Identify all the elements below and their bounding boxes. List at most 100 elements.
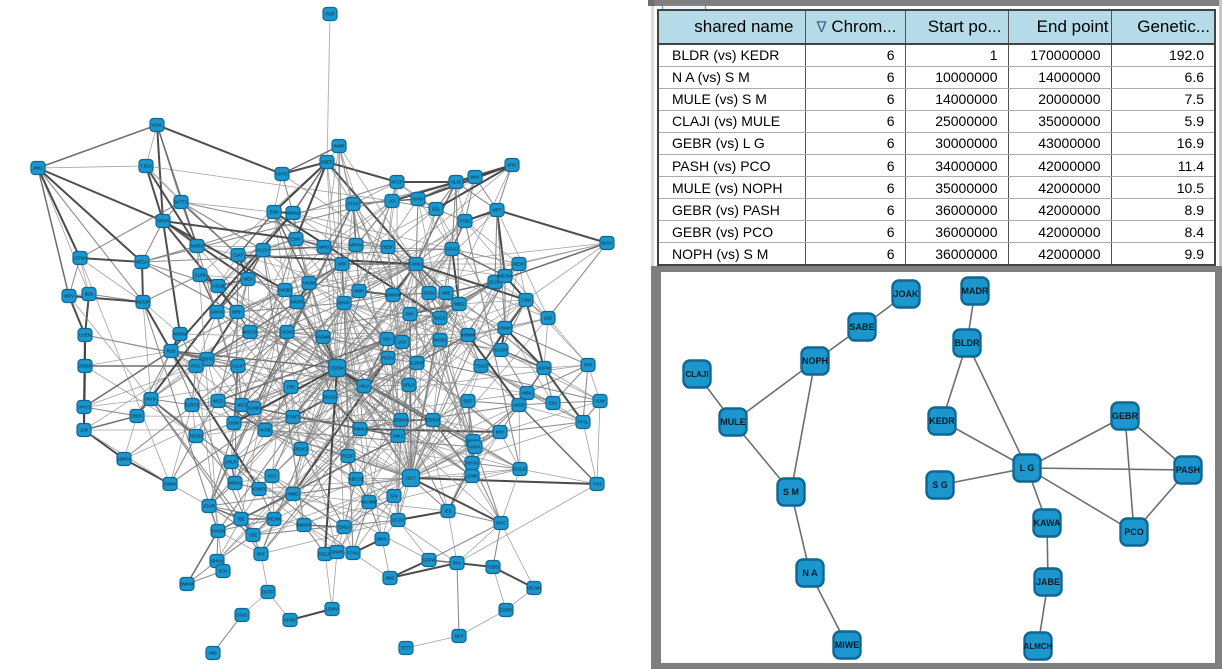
svg-text:SSCJG: SSCJG (318, 552, 332, 557)
svg-text:FVU: FVU (593, 482, 601, 487)
svg-text:ARLR: ARLR (225, 460, 236, 465)
svg-text:MIS: MIS (209, 651, 217, 656)
svg-text:NBEE: NBEE (321, 160, 333, 165)
svg-text:MHCOO: MHCOO (242, 330, 259, 335)
svg-text:MMO: MMO (319, 245, 330, 250)
svg-text:GWKK: GWKK (164, 482, 177, 487)
svg-text:WDV: WDV (64, 294, 74, 299)
svg-text:WCD: WCD (213, 399, 223, 404)
svg-text:MULE: MULE (720, 417, 746, 427)
svg-text:ECRCD: ECRCD (185, 403, 200, 408)
svg-text:SAV: SAV (390, 494, 398, 499)
svg-text:VADMN: VADMN (316, 335, 331, 340)
svg-text:AKOE: AKOE (513, 403, 525, 408)
svg-text:UUEN: UUEN (79, 333, 91, 338)
svg-text:KPOK: KPOK (284, 618, 296, 623)
svg-text:JNKL: JNKL (33, 166, 44, 171)
svg-text:DIUGG: DIUGG (323, 395, 337, 400)
svg-text:SSA: SSA (383, 337, 392, 342)
svg-text:OBDF: OBDF (131, 414, 143, 419)
svg-text:KFCP: KFCP (391, 180, 402, 185)
svg-text:KDNB: KDNB (248, 406, 260, 411)
svg-text:S G: S G (932, 480, 948, 490)
svg-text:TSUG: TSUG (475, 364, 487, 369)
svg-text:RVA: RVA (453, 561, 461, 566)
svg-text:EWV: EWV (291, 237, 301, 242)
svg-text:MBN: MBN (522, 391, 531, 396)
svg-text:RDJW: RDJW (268, 517, 280, 522)
svg-text:IES: IES (445, 509, 452, 514)
svg-text:FFHU: FFHU (347, 551, 358, 556)
svg-text:WAV: WAV (470, 175, 479, 180)
svg-text:KRG: KRG (507, 163, 516, 168)
svg-text:RCDF: RCDF (342, 454, 354, 459)
svg-text:SSMCL: SSMCL (117, 457, 132, 462)
svg-text:JGUR: JGUR (203, 504, 214, 509)
svg-text:DGTP: DGTP (262, 590, 274, 595)
svg-text:PASH: PASH (1176, 465, 1200, 475)
svg-text:WMR: WMR (334, 144, 344, 149)
svg-text:LWWVM: LWWVM (385, 293, 402, 298)
svg-text:IBRH: IBRH (232, 310, 242, 315)
svg-text:FJWI: FJWI (521, 298, 531, 303)
svg-text:KRH: KRH (496, 430, 505, 435)
svg-text:TJOD: TJOD (141, 164, 152, 169)
svg-text:MADR: MADR (962, 286, 989, 296)
svg-text:HLJE: HLJE (451, 180, 461, 185)
svg-text:MGO: MGO (237, 403, 248, 408)
svg-text:L G: L G (1020, 463, 1035, 473)
svg-text:EKU: EKU (549, 401, 558, 406)
svg-text:GNVR: GNVR (331, 550, 343, 555)
svg-text:VCWEA: VCWEA (251, 487, 267, 492)
svg-text:ALMCH: ALMCH (1024, 642, 1053, 651)
svg-text:NDDB: NDDB (190, 434, 202, 439)
svg-text:RSGV: RSGV (382, 356, 394, 361)
svg-text:FCBJ: FCBJ (460, 219, 470, 224)
svg-text:WSJNA: WSJNA (498, 274, 513, 279)
svg-text:GUOH: GUOH (495, 348, 508, 353)
svg-text:FUMLU: FUMLU (409, 262, 423, 267)
svg-text:LEWV: LEWV (326, 607, 338, 612)
svg-text:PGR: PGR (325, 12, 334, 17)
svg-text:KEDR: KEDR (929, 416, 955, 426)
svg-text:NOPH: NOPH (802, 356, 828, 366)
svg-text:SABE: SABE (849, 322, 874, 332)
svg-text:SIEF: SIEF (463, 399, 473, 404)
svg-text:GEBR: GEBR (1112, 411, 1139, 421)
svg-text:VCHL: VCHL (151, 123, 163, 128)
svg-text:SSE: SSE (249, 533, 258, 538)
svg-text:SUBA: SUBA (423, 291, 435, 296)
svg-text:VUW: VUW (595, 399, 605, 404)
svg-text:NWH: NWH (354, 289, 364, 294)
svg-text:HHVN: HHVN (466, 461, 478, 466)
svg-text:OOLJP: OOLJP (513, 467, 527, 472)
svg-text:KNFA: KNFA (470, 445, 481, 450)
svg-text:GGUJ: GGUJ (446, 247, 458, 252)
svg-text:EORR: EORR (500, 608, 512, 613)
svg-text:MPNV: MPNV (350, 243, 362, 248)
svg-text:JFBSP: JFBSP (78, 364, 91, 369)
svg-text:RMNU: RMNU (354, 427, 367, 432)
svg-text:FPE: FPE (287, 385, 295, 390)
svg-text:MIWE: MIWE (835, 640, 860, 650)
svg-text:ODDW: ODDW (330, 366, 343, 371)
svg-text:VCG: VCG (267, 474, 276, 479)
svg-text:EENUR: EENUR (426, 418, 441, 423)
svg-text:SKSV: SKSV (601, 241, 612, 246)
svg-text:VELMH: VELMH (527, 586, 541, 591)
svg-text:VSMH: VSMH (499, 326, 511, 331)
svg-text:ORUR: ORUR (157, 219, 169, 224)
svg-text:GDFW: GDFW (423, 558, 436, 563)
svg-text:KBCCB: KBCCB (349, 477, 364, 482)
svg-text:SVADW: SVADW (210, 529, 225, 534)
svg-text:NKAMW: NKAMW (361, 500, 377, 505)
svg-text:MWAPF: MWAPF (296, 523, 312, 528)
svg-text:WBG: WBG (454, 302, 464, 307)
svg-text:MRT: MRT (493, 208, 502, 213)
svg-text:WKSBA: WKSBA (432, 338, 447, 343)
svg-text:PKHA: PKHA (145, 397, 157, 402)
svg-text:OHVU: OHVU (211, 559, 223, 564)
svg-text:SUUP: SUUP (232, 364, 244, 369)
svg-text:TBC: TBC (237, 517, 245, 522)
svg-text:MLR: MLR (455, 634, 464, 639)
